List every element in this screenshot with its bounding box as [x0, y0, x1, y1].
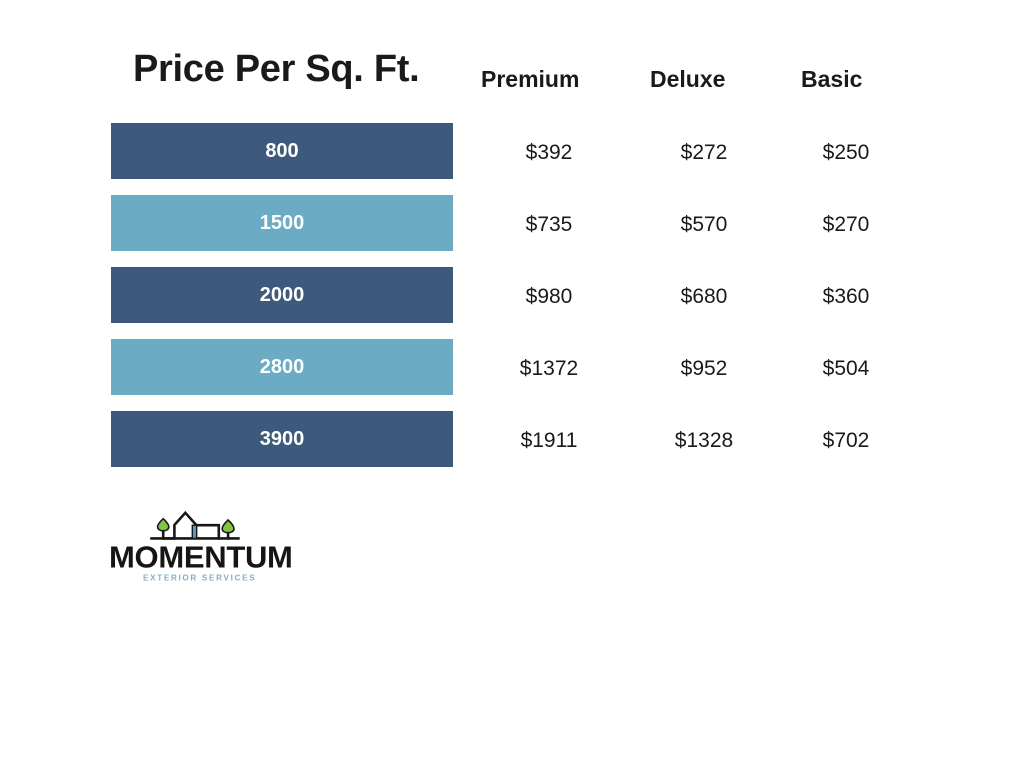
svg-text:MOMENTUM: MOMENTUM	[109, 540, 293, 575]
svg-text:EXTERIOR SERVICES: EXTERIOR SERVICES	[143, 574, 256, 583]
